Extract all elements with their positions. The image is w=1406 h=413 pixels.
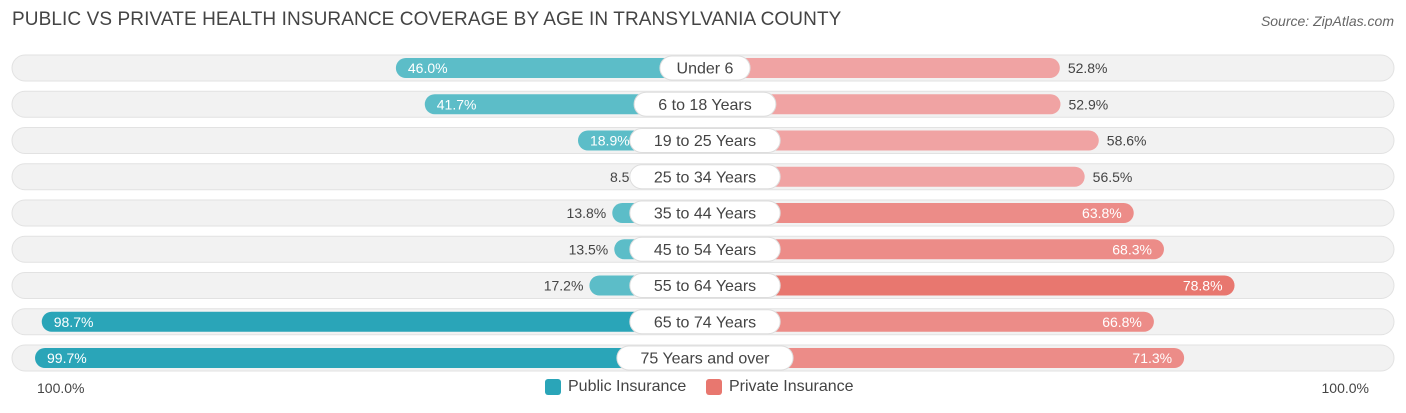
value-label-private: 78.8% xyxy=(1183,278,1223,294)
value-label-private: 71.3% xyxy=(1132,350,1172,366)
axis-left-label: 100.0% xyxy=(37,380,85,396)
value-label-private: 68.3% xyxy=(1112,241,1152,257)
category-label: 19 to 25 Years xyxy=(654,133,756,150)
bar-public xyxy=(41,311,705,332)
category-label: 6 to 18 Years xyxy=(658,97,751,114)
value-label-private: 52.9% xyxy=(1068,96,1108,112)
category-pill xyxy=(616,345,794,371)
value-label-private: 52.8% xyxy=(1068,60,1108,76)
diverging-bar-chart: 46.0% 52.8% Under 6 41.7% 52.9% 6 to 18 Years… xyxy=(11,54,1395,372)
category-label: 75 Years and over xyxy=(641,351,771,368)
category-pill xyxy=(629,236,781,262)
category-pill xyxy=(629,273,781,298)
value-label-public: 99.7% xyxy=(47,350,87,366)
value-label-private: 58.6% xyxy=(1107,133,1147,149)
category-label: 35 to 44 Years xyxy=(654,206,756,223)
category-label: 45 to 54 Years xyxy=(654,242,756,259)
legend-swatch-public xyxy=(545,379,561,395)
category-label: 25 to 34 Years xyxy=(654,169,756,186)
bar-public xyxy=(395,58,705,78)
category-label: Under 6 xyxy=(677,61,734,78)
bar-private xyxy=(705,58,1060,78)
legend-item-private: Private Insurance xyxy=(706,378,854,396)
value-label-public: 17.2% xyxy=(544,278,584,294)
legend: Public Insurance Private Insurance xyxy=(0,378,1406,400)
bar-private xyxy=(705,275,1235,296)
bar-private xyxy=(705,166,1085,187)
category-pill xyxy=(629,128,781,153)
value-label-public: 13.5% xyxy=(569,241,609,257)
value-label-public: 98.7% xyxy=(54,314,94,330)
bar-private xyxy=(705,203,1134,223)
category-pill xyxy=(629,309,781,335)
value-label-public: 46.0% xyxy=(408,60,448,76)
value-label-public: 18.9% xyxy=(590,133,630,149)
bar-private xyxy=(705,130,1099,151)
bar-public xyxy=(35,348,706,368)
value-label-public: 13.8% xyxy=(567,205,607,221)
bar-private xyxy=(705,239,1164,260)
category-pill xyxy=(659,55,751,81)
value-label-private: 66.8% xyxy=(1102,314,1142,330)
chart-title: PUBLIC VS PRIVATE HEALTH INSURANCE COVER… xyxy=(12,9,842,30)
source-note: Source: ZipAtlas.com xyxy=(1260,13,1394,29)
value-label-private: 56.5% xyxy=(1093,169,1133,185)
category-pill xyxy=(629,200,781,226)
legend-item-public: Public Insurance xyxy=(545,378,686,396)
bar-private xyxy=(705,311,1154,332)
value-label-private: 63.8% xyxy=(1082,205,1122,221)
axis-right-label: 100.0% xyxy=(1321,380,1369,396)
category-label: 55 to 64 Years xyxy=(654,278,756,295)
value-label-public: 41.7% xyxy=(437,96,477,112)
category-label: 65 to 74 Years xyxy=(654,314,756,331)
category-pill xyxy=(629,164,781,190)
row-2 xyxy=(11,127,1395,154)
legend-swatch-private xyxy=(706,379,722,395)
category-pill xyxy=(633,91,777,117)
bar-private xyxy=(705,348,1185,368)
bar-private xyxy=(705,94,1061,115)
legend-label-private: Private Insurance xyxy=(729,378,854,395)
legend-label-public: Public Insurance xyxy=(568,378,687,395)
